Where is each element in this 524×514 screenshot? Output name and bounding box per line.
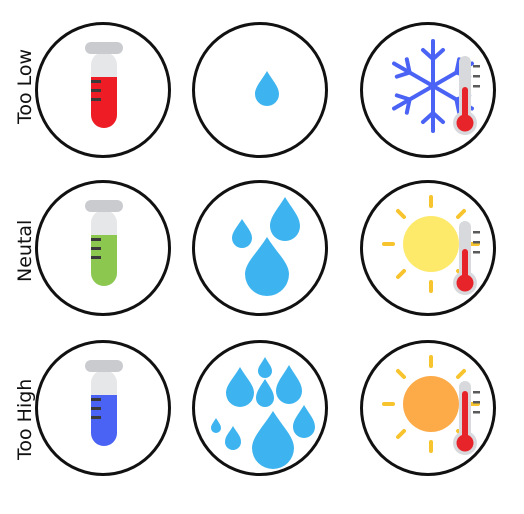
cell-water-neutral	[192, 180, 328, 316]
three-droplets-icon	[232, 197, 300, 296]
snowflake-thermometer-icon	[392, 39, 480, 135]
row-label-too-low: Too Low	[14, 48, 36, 124]
cell-water-high	[192, 340, 328, 476]
blue-test-tube-icon	[85, 360, 123, 446]
row-label-too-high: Too High	[14, 378, 36, 460]
cell-temperature-low	[360, 22, 496, 158]
row-label-neutral: Neutal	[14, 219, 36, 282]
red-test-tube-icon	[85, 42, 123, 128]
single-droplet-icon	[255, 71, 279, 106]
orange-sun-thermometer-icon	[382, 355, 480, 455]
cell-water-low	[192, 22, 328, 158]
yellow-sun-thermometer-icon	[382, 195, 480, 295]
green-test-tube-icon	[85, 200, 123, 286]
cell-test-tube-neutral	[35, 180, 171, 316]
cell-temperature-neutral	[360, 180, 496, 316]
many-droplets-icon	[211, 357, 315, 469]
cell-temperature-high	[360, 340, 496, 476]
cell-test-tube-high	[35, 340, 171, 476]
cell-test-tube-low	[35, 22, 171, 158]
